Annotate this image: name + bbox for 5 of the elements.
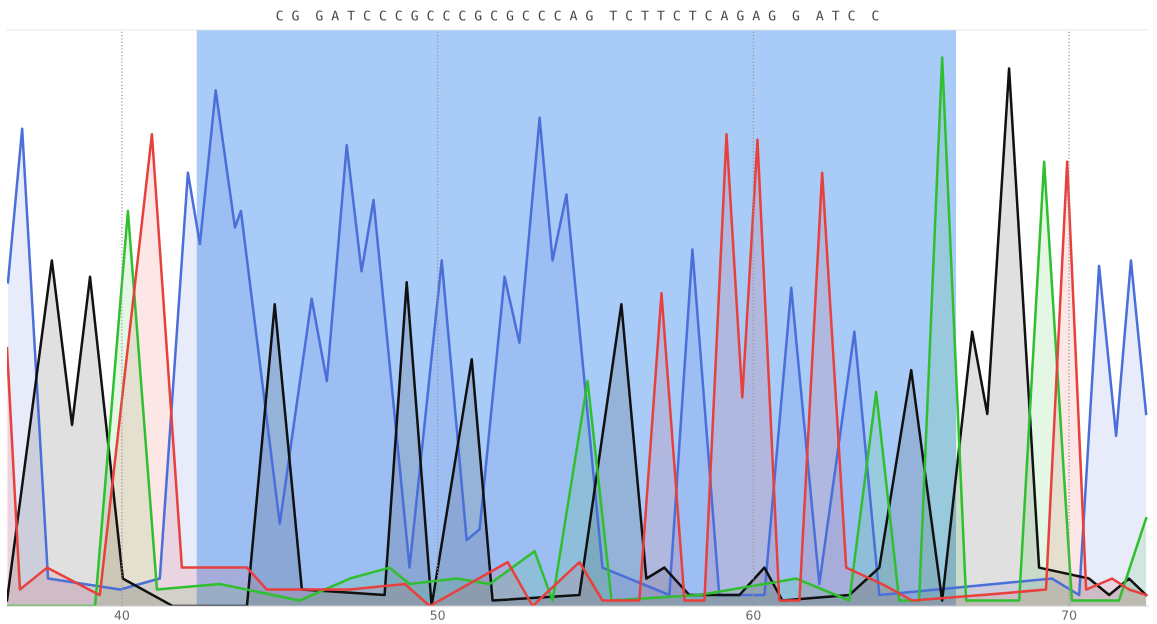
x-tick-label: 50 [430, 610, 445, 620]
x-tick-label: 70 [1062, 610, 1077, 620]
x-tick-label: 40 [114, 610, 130, 620]
x-tick-label: 60 [746, 610, 761, 620]
text: C G G A T C C C G C C C G C G C C C A G T C T T C T C A G A G G A T C C [276, 10, 879, 21]
